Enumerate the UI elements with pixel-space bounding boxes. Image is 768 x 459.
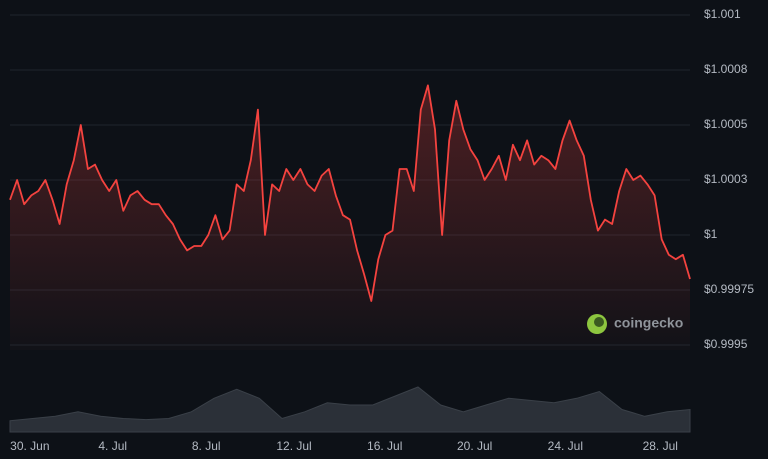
price-line: [9, 84, 691, 302]
x-tick-label: 24. Jul: [548, 439, 583, 453]
price-area: [10, 85, 690, 351]
y-tick-label: $1.0005: [704, 117, 748, 131]
y-tick-label: $1.0003: [704, 172, 748, 186]
x-tick-label: 8. Jul: [192, 439, 221, 453]
x-tick-label: 28. Jul: [643, 439, 678, 453]
x-tick-label: 16. Jul: [367, 439, 402, 453]
watermark-logo-eye: [594, 317, 604, 327]
y-tick-label: $0.9995: [704, 337, 748, 351]
y-tick-label: $1: [704, 227, 718, 241]
x-tick-label: 20. Jul: [457, 439, 492, 453]
y-tick-label: $1.0008: [704, 62, 748, 76]
x-tick-label: 12. Jul: [276, 439, 311, 453]
watermark: coingecko: [614, 315, 683, 331]
y-tick-label: $0.99975: [704, 282, 754, 296]
x-tick-label: 4. Jul: [98, 439, 127, 453]
x-tick-label: 30. Jun: [10, 439, 49, 453]
volume-area: [9, 386, 691, 433]
y-tick-label: $1.001: [704, 7, 741, 21]
